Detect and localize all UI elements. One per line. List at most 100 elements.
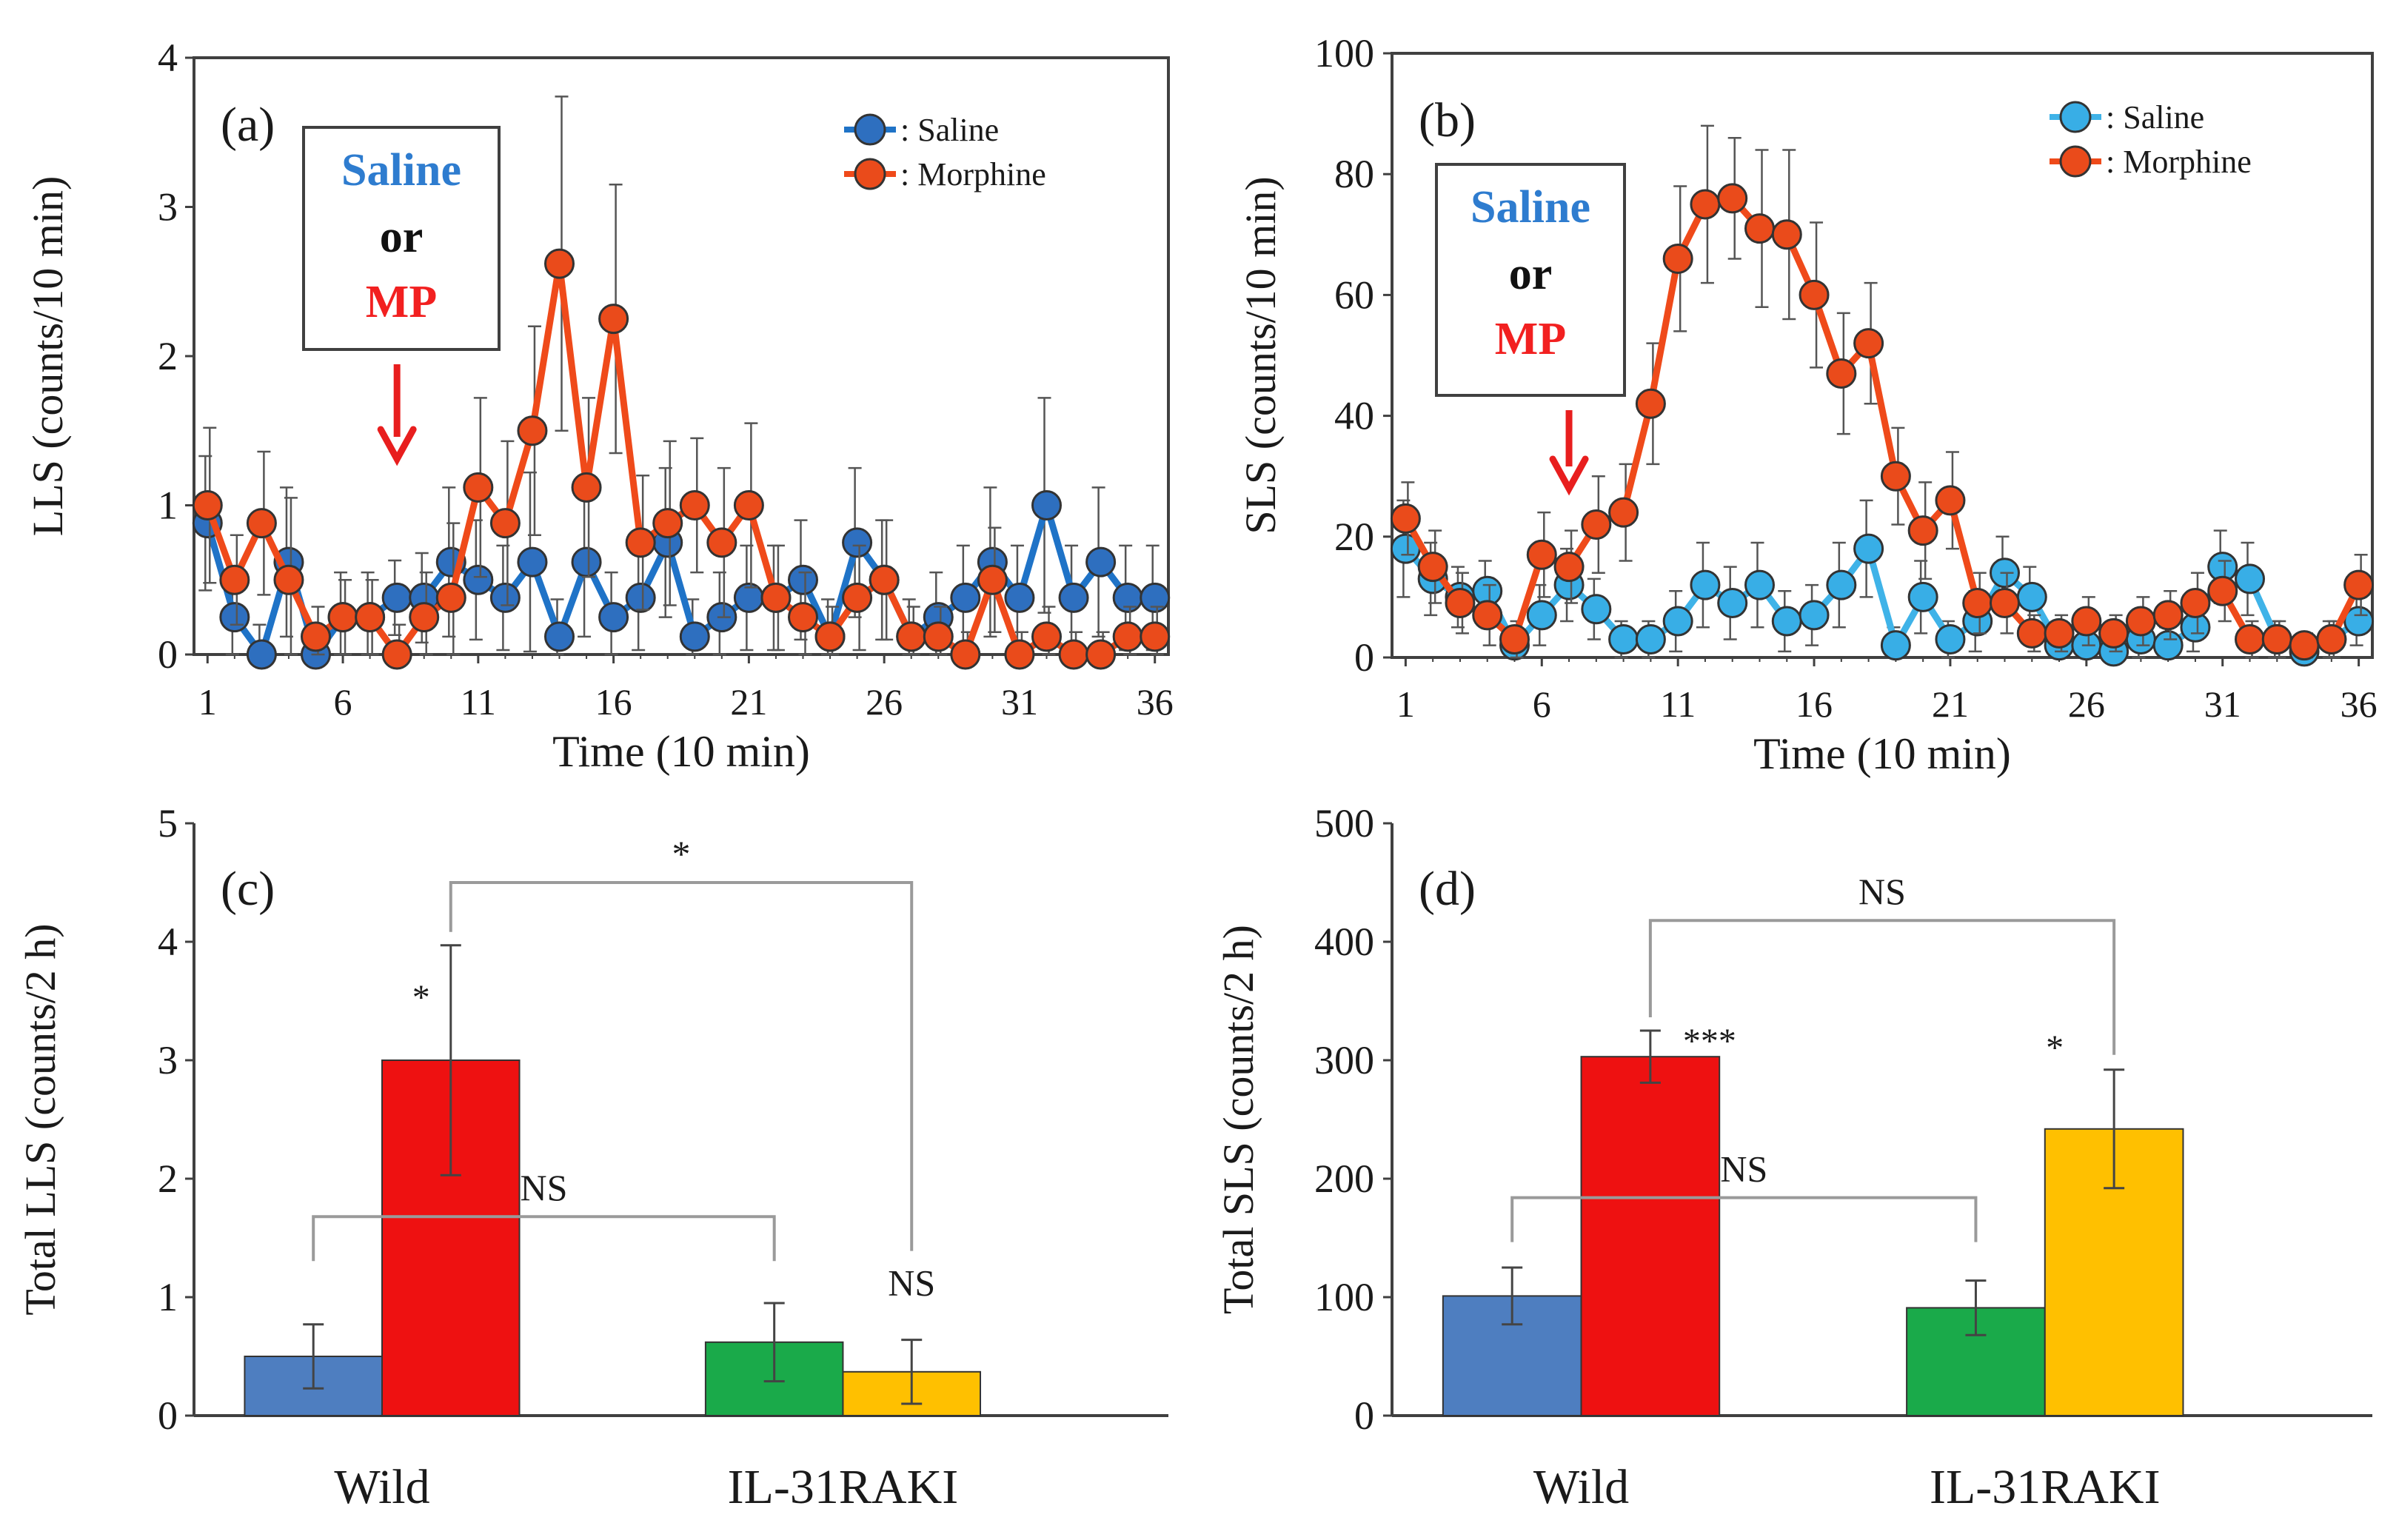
data-point <box>1880 630 1911 661</box>
data-point <box>517 546 548 578</box>
y-tick-label: 100 <box>1314 31 1374 76</box>
annotation-mp: MP <box>1495 314 1566 364</box>
data-point <box>1880 461 1911 492</box>
y-tick-label: 2 <box>158 334 178 378</box>
y-axis-label: Total SLS (counts/2 h) <box>1214 925 1262 1314</box>
comparison-bracket <box>449 881 914 1251</box>
x-tick-label: 36 <box>1137 681 1174 723</box>
data-point <box>1058 639 1089 670</box>
data-point <box>1526 539 1557 570</box>
data-point <box>1390 503 1421 534</box>
data-point <box>1744 213 1775 244</box>
data-point <box>1031 490 1062 520</box>
data-point <box>355 602 386 633</box>
x-tick-label: 11 <box>1660 683 1696 725</box>
data-point <box>1085 639 1117 670</box>
y-tick-label: 80 <box>1334 152 1374 196</box>
data-point <box>2071 606 2102 637</box>
x-tick-label: 6 <box>1533 683 1551 725</box>
legend-label-saline: : Saline <box>2106 99 2204 135</box>
legend-label-morphine: : Morphine <box>900 156 1046 192</box>
data-point <box>950 582 981 613</box>
y-tick-label: 3 <box>158 1038 178 1082</box>
panel-d: 0 100 200 300 400 500 Total SLS (counts/2 h) (d… <box>1214 801 2372 1514</box>
annotation-saline: Saline <box>341 145 461 195</box>
data-point <box>2343 569 2375 600</box>
ns-mark: NS <box>888 1262 935 1304</box>
data-point <box>1445 588 1476 619</box>
panel-label: (d) <box>1419 862 1476 916</box>
x-tick-label: 11 <box>461 681 496 723</box>
data-point <box>1744 569 1775 600</box>
category-label: IL-31RAKI <box>1930 1460 2161 1514</box>
data-point <box>1990 588 2020 619</box>
data-point <box>760 582 792 613</box>
y-tick-label: 300 <box>1314 1038 1374 1082</box>
data-point <box>679 490 710 520</box>
category-label: Wild <box>1533 1460 1629 1514</box>
plot-frame <box>1391 52 2374 659</box>
data-point <box>1935 485 1966 516</box>
y-tick-label: 4 <box>158 36 178 80</box>
x-axis-label: Time (10 min) <box>1753 729 2011 778</box>
data-point <box>1662 243 1693 274</box>
category-label: Wild <box>334 1460 429 1514</box>
annotation-box <box>1435 163 1626 397</box>
data-point <box>571 472 602 503</box>
data-point <box>489 582 521 613</box>
y-tick-label: 0 <box>1354 1393 1374 1438</box>
data-point <box>1004 639 1035 670</box>
data-point <box>625 527 656 558</box>
data-point <box>1690 569 1721 600</box>
y-axis-label: Total LLS (counts/2 h) <box>16 923 64 1315</box>
legend-label-saline: : Saline <box>900 112 999 148</box>
data-point <box>679 621 710 652</box>
data-point <box>273 564 304 595</box>
data-point <box>544 621 575 652</box>
data-point <box>788 602 818 633</box>
data-point <box>1058 582 1089 613</box>
data-point <box>2152 600 2184 631</box>
data-point <box>435 582 466 613</box>
data-point <box>923 621 954 652</box>
y-tick-label: 2 <box>158 1156 178 1201</box>
legend-marker-morphine <box>854 158 886 190</box>
y-axis-label: SLS (counts/10 min) <box>1237 176 1285 534</box>
data-point <box>869 564 900 595</box>
y-tick-label: 100 <box>1314 1275 1374 1319</box>
significance-mark: * <box>412 978 430 1017</box>
x-tick-label: 36 <box>2341 683 2378 725</box>
data-point <box>1635 388 1666 419</box>
x-tick-label: 21 <box>1932 683 1969 725</box>
annotation-saline: Saline <box>1470 182 1590 232</box>
data-point <box>1581 509 1612 540</box>
data-point <box>219 564 250 595</box>
data-point <box>652 508 683 539</box>
bracket-label: NS <box>1720 1148 1767 1190</box>
y-tick-label: 1 <box>158 1275 178 1319</box>
data-point <box>788 564 818 595</box>
data-point <box>733 490 764 520</box>
panel-label: (c) <box>221 862 275 916</box>
data-point <box>1826 569 1857 600</box>
x-axis-label: Time (10 min) <box>552 727 810 776</box>
y-tick-label: 60 <box>1334 272 1374 317</box>
data-point <box>1499 624 1530 655</box>
data-point <box>1472 600 1503 631</box>
data-point <box>1140 621 1171 652</box>
data-point <box>1553 552 1585 583</box>
x-tick-label: 31 <box>1001 681 1038 723</box>
data-point <box>246 639 277 670</box>
data-point <box>381 582 412 613</box>
data-point <box>1085 546 1117 578</box>
data-point <box>598 602 629 633</box>
y-tick-label: 20 <box>1334 515 1374 559</box>
y-tick-label: 4 <box>158 920 178 964</box>
data-point <box>2016 617 2047 649</box>
data-point <box>1690 189 1721 220</box>
data-point <box>246 508 277 539</box>
y-tick-label: 200 <box>1314 1156 1374 1201</box>
y-axis-label: LLS (counts/10 min) <box>24 176 72 537</box>
